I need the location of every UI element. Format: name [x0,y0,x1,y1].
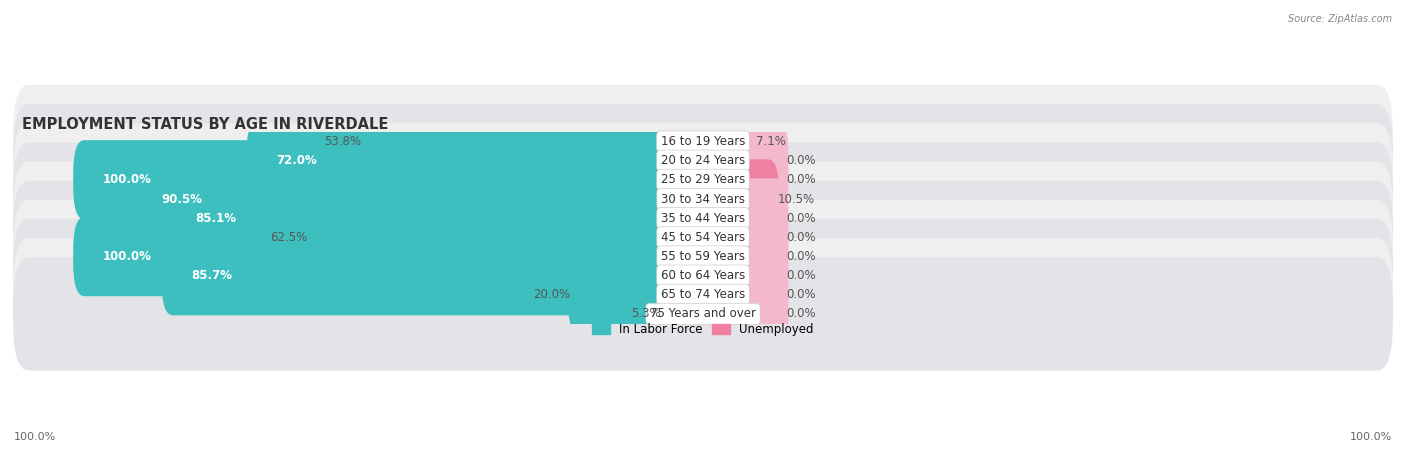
Text: 72.0%: 72.0% [276,154,316,167]
Text: 100.0%: 100.0% [103,173,152,186]
FancyBboxPatch shape [13,219,1393,332]
FancyBboxPatch shape [568,255,714,335]
FancyBboxPatch shape [692,159,779,239]
FancyBboxPatch shape [13,104,1393,217]
Text: 0.0%: 0.0% [786,250,815,263]
FancyBboxPatch shape [13,123,1393,237]
Text: 16 to 19 Years: 16 to 19 Years [661,135,745,148]
FancyBboxPatch shape [166,179,714,258]
FancyBboxPatch shape [13,181,1393,294]
Text: 85.1%: 85.1% [195,212,236,225]
FancyBboxPatch shape [692,274,789,354]
FancyBboxPatch shape [692,217,789,296]
Text: Source: ZipAtlas.com: Source: ZipAtlas.com [1288,14,1392,23]
Text: 90.5%: 90.5% [162,193,202,206]
FancyBboxPatch shape [162,236,714,315]
FancyBboxPatch shape [305,198,714,277]
Text: 0.0%: 0.0% [786,212,815,225]
Text: 75 Years and over: 75 Years and over [650,308,756,321]
Text: 60 to 64 Years: 60 to 64 Years [661,269,745,282]
FancyBboxPatch shape [359,102,714,181]
FancyBboxPatch shape [13,161,1393,275]
Text: 53.8%: 53.8% [323,135,361,148]
Text: 0.0%: 0.0% [786,231,815,244]
FancyBboxPatch shape [692,102,758,181]
FancyBboxPatch shape [659,274,714,354]
FancyBboxPatch shape [73,140,714,220]
Text: 45 to 54 Years: 45 to 54 Years [661,231,745,244]
Text: 10.5%: 10.5% [778,193,814,206]
Text: 0.0%: 0.0% [786,269,815,282]
Text: 100.0%: 100.0% [1350,432,1392,442]
Text: EMPLOYMENT STATUS BY AGE IN RIVERDALE: EMPLOYMENT STATUS BY AGE IN RIVERDALE [22,117,389,132]
Text: 0.0%: 0.0% [786,173,815,186]
Text: 85.7%: 85.7% [191,269,232,282]
FancyBboxPatch shape [692,236,789,315]
FancyBboxPatch shape [692,121,789,200]
Text: 0.0%: 0.0% [786,154,815,167]
Text: 5.3%: 5.3% [631,308,661,321]
Text: 100.0%: 100.0% [103,250,152,263]
Text: 0.0%: 0.0% [786,308,815,321]
FancyBboxPatch shape [13,200,1393,313]
Text: 100.0%: 100.0% [14,432,56,442]
Text: 25 to 29 Years: 25 to 29 Years [661,173,745,186]
Text: 30 to 34 Years: 30 to 34 Years [661,193,745,206]
FancyBboxPatch shape [13,257,1393,371]
FancyBboxPatch shape [132,159,714,239]
FancyBboxPatch shape [13,85,1393,198]
Text: 20 to 24 Years: 20 to 24 Years [661,154,745,167]
FancyBboxPatch shape [692,255,789,335]
FancyBboxPatch shape [692,198,789,277]
FancyBboxPatch shape [13,238,1393,351]
Text: 7.1%: 7.1% [756,135,786,148]
FancyBboxPatch shape [692,140,789,220]
Text: 0.0%: 0.0% [786,288,815,301]
FancyBboxPatch shape [246,121,714,200]
Text: 55 to 59 Years: 55 to 59 Years [661,250,745,263]
FancyBboxPatch shape [13,143,1393,256]
FancyBboxPatch shape [692,179,789,258]
Legend: In Labor Force, Unemployed: In Labor Force, Unemployed [588,318,818,341]
Text: 20.0%: 20.0% [533,288,569,301]
FancyBboxPatch shape [73,217,714,296]
Text: 65 to 74 Years: 65 to 74 Years [661,288,745,301]
Text: 35 to 44 Years: 35 to 44 Years [661,212,745,225]
Text: 62.5%: 62.5% [270,231,307,244]
